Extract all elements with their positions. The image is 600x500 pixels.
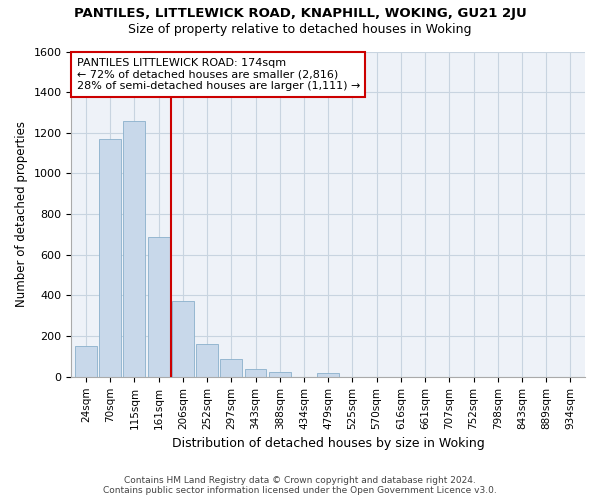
Bar: [172, 300, 194, 377]
Y-axis label: Number of detached properties: Number of detached properties: [15, 121, 28, 307]
Bar: [269, 372, 290, 377]
Bar: [75, 346, 97, 377]
Bar: [220, 358, 242, 377]
Bar: [148, 236, 170, 377]
Text: PANTILES, LITTLEWICK ROAD, KNAPHILL, WOKING, GU21 2JU: PANTILES, LITTLEWICK ROAD, KNAPHILL, WOK…: [74, 8, 526, 20]
X-axis label: Distribution of detached houses by size in Woking: Distribution of detached houses by size …: [172, 437, 485, 450]
Bar: [99, 139, 121, 377]
Text: Size of property relative to detached houses in Woking: Size of property relative to detached ho…: [128, 22, 472, 36]
Text: PANTILES LITTLEWICK ROAD: 174sqm
← 72% of detached houses are smaller (2,816)
28: PANTILES LITTLEWICK ROAD: 174sqm ← 72% o…: [77, 58, 360, 91]
Text: Contains HM Land Registry data © Crown copyright and database right 2024.
Contai: Contains HM Land Registry data © Crown c…: [103, 476, 497, 495]
Bar: [317, 373, 339, 377]
Bar: [245, 368, 266, 377]
Bar: [196, 344, 218, 377]
Bar: [124, 120, 145, 377]
